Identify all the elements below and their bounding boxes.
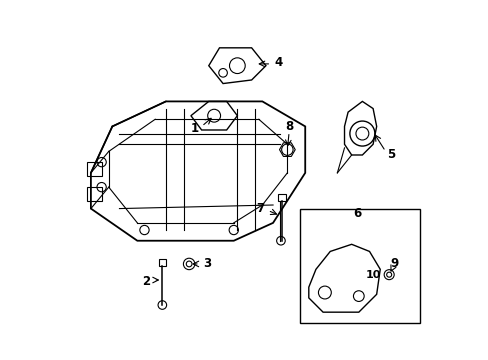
Text: 2: 2 [142,275,150,288]
Text: 1: 1 [190,122,198,135]
Text: 8: 8 [285,120,293,133]
Bar [299,208,419,323]
Text: 4: 4 [274,56,282,69]
Text: 10: 10 [365,270,380,280]
Text: 6: 6 [352,207,361,220]
Text: 9: 9 [389,257,398,270]
Text: 3: 3 [203,257,211,270]
Text: 5: 5 [386,148,394,162]
Text: 7: 7 [256,202,264,215]
